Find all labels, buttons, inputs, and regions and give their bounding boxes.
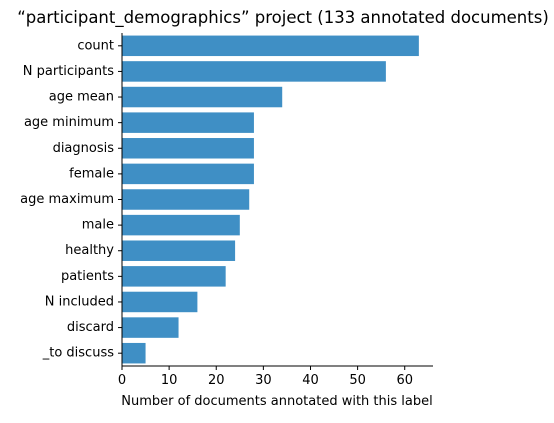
- y-tick-label: count: [77, 38, 114, 53]
- bars-group: [122, 35, 419, 364]
- y-tick-label: patients: [61, 269, 114, 284]
- bar: [122, 342, 146, 364]
- y-tick-label: diagnosis: [53, 141, 115, 156]
- x-tick-label: 40: [302, 373, 319, 388]
- y-tick-label: healthy: [65, 243, 114, 258]
- bar: [122, 61, 386, 82]
- y-tick-label: age maximum: [20, 192, 114, 207]
- bar: [122, 112, 254, 133]
- bar: [122, 189, 250, 210]
- y-tick-label: female: [69, 166, 114, 181]
- x-tick-label: 20: [208, 373, 225, 388]
- bar: [122, 86, 283, 108]
- x-tick-label: 10: [161, 373, 178, 388]
- bar: [122, 317, 179, 338]
- y-tick-label: male: [82, 218, 114, 233]
- bar: [122, 240, 236, 261]
- bar: [122, 163, 254, 185]
- y-tick-label: _to discuss: [42, 346, 114, 361]
- x-axis-ticks: 0 10 20 30 40 50 60: [118, 366, 413, 388]
- bar: [122, 266, 226, 287]
- x-tick-label: 30: [255, 373, 272, 388]
- y-tick-label: discard: [67, 320, 114, 335]
- y-tick-label: age mean: [49, 90, 114, 105]
- chart-title: “participant_demographics” project (133 …: [17, 8, 549, 28]
- bar: [122, 214, 240, 236]
- y-tick-labels: count N participants age mean age minimum di…: [20, 38, 122, 361]
- bar: [122, 138, 254, 159]
- x-tick-label: 60: [396, 373, 413, 388]
- y-tick-label: age minimum: [24, 115, 114, 130]
- y-tick-label: N participants: [23, 64, 114, 79]
- x-tick-label: 50: [349, 373, 366, 388]
- bar: [122, 35, 419, 57]
- x-tick-label: 0: [118, 373, 126, 388]
- x-axis-label: Number of documents annotated with this …: [121, 394, 432, 409]
- bar: [122, 291, 198, 313]
- y-tick-label: N included: [45, 294, 114, 309]
